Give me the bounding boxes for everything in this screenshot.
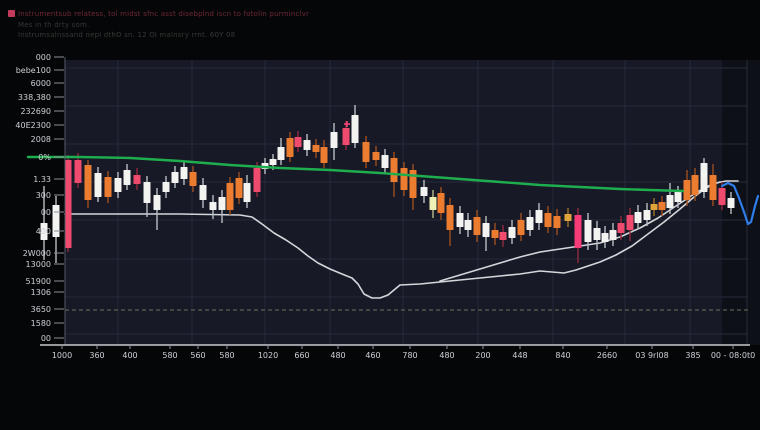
svg-text:2008: 2008 <box>31 135 51 144</box>
svg-text:460: 460 <box>365 351 380 360</box>
svg-text:580: 580 <box>219 351 234 360</box>
svg-text:385: 385 <box>685 351 700 360</box>
svg-text:300: 300 <box>36 191 51 200</box>
candles <box>40 105 735 263</box>
svg-text:200: 200 <box>475 351 490 360</box>
header-note-line1: Instrumentsub relatess, tol midst sfnc a… <box>18 10 310 18</box>
svg-text:13000: 13000 <box>26 260 51 269</box>
svg-text:1020: 1020 <box>258 351 278 360</box>
svg-text:780: 780 <box>402 351 417 360</box>
svg-text:0%: 0% <box>38 153 51 162</box>
svg-text:840: 840 <box>555 351 570 360</box>
header-note-line3: Instrumsalnssand nepl dthO sn. 12 Ol mal… <box>18 31 236 39</box>
svg-text:448: 448 <box>512 351 527 360</box>
svg-text:1306: 1306 <box>31 288 51 297</box>
svg-text:580: 580 <box>162 351 177 360</box>
svg-text:1580: 1580 <box>31 319 51 328</box>
header-note: Instrumentsub relatess, tol midst sfnc a… <box>8 9 309 41</box>
svg-text:00: 00 <box>41 208 51 217</box>
plus-marker-icon <box>344 121 350 127</box>
x-axis-labels: 1000 360 400 580 560 580 1020 660 480 460 780 480 20… <box>52 345 755 360</box>
svg-text:232690: 232690 <box>20 107 51 116</box>
svg-text:2660: 2660 <box>597 351 617 360</box>
forecast-line-blue <box>720 181 760 226</box>
svg-text:03 9rl08: 03 9rl08 <box>635 351 669 360</box>
svg-text:1000: 1000 <box>52 351 72 360</box>
ma-line-green <box>26 155 685 193</box>
svg-text:51900: 51900 <box>26 277 51 286</box>
svg-text:338,380: 338,380 <box>18 93 51 102</box>
svg-text:560: 560 <box>190 351 205 360</box>
header-note-lines: Instrumentsub relatess, tol midst sfnc a… <box>18 9 309 41</box>
svg-text:bebe100: bebe100 <box>16 66 51 75</box>
svg-text:360: 360 <box>89 351 104 360</box>
svg-text:00 - 08:0t0: 00 - 08:0t0 <box>711 351 755 360</box>
ma-line-white-lower <box>64 180 739 299</box>
svg-text:1.33: 1.33 <box>33 175 51 184</box>
y-axis-labels: 000 bebe100 6000 338,380 232690 40E2300 2008 0%… <box>15 53 64 343</box>
svg-text:3650: 3650 <box>31 305 51 314</box>
gridlines <box>65 60 748 345</box>
svg-text:000: 000 <box>36 53 51 62</box>
legend-swatch-icon <box>8 10 15 17</box>
svg-text:480: 480 <box>439 351 454 360</box>
svg-text:40E2300: 40E2300 <box>15 121 51 130</box>
axes <box>40 57 750 346</box>
svg-text:660: 660 <box>294 351 309 360</box>
svg-text:400: 400 <box>122 351 137 360</box>
svg-text:400: 400 <box>36 227 51 236</box>
svg-text:00: 00 <box>41 334 51 343</box>
header-note-line2: Mes in th drty som. <box>18 20 90 29</box>
svg-text:480: 480 <box>330 351 345 360</box>
svg-text:2W000: 2W000 <box>23 249 51 258</box>
svg-text:6000: 6000 <box>31 79 51 88</box>
